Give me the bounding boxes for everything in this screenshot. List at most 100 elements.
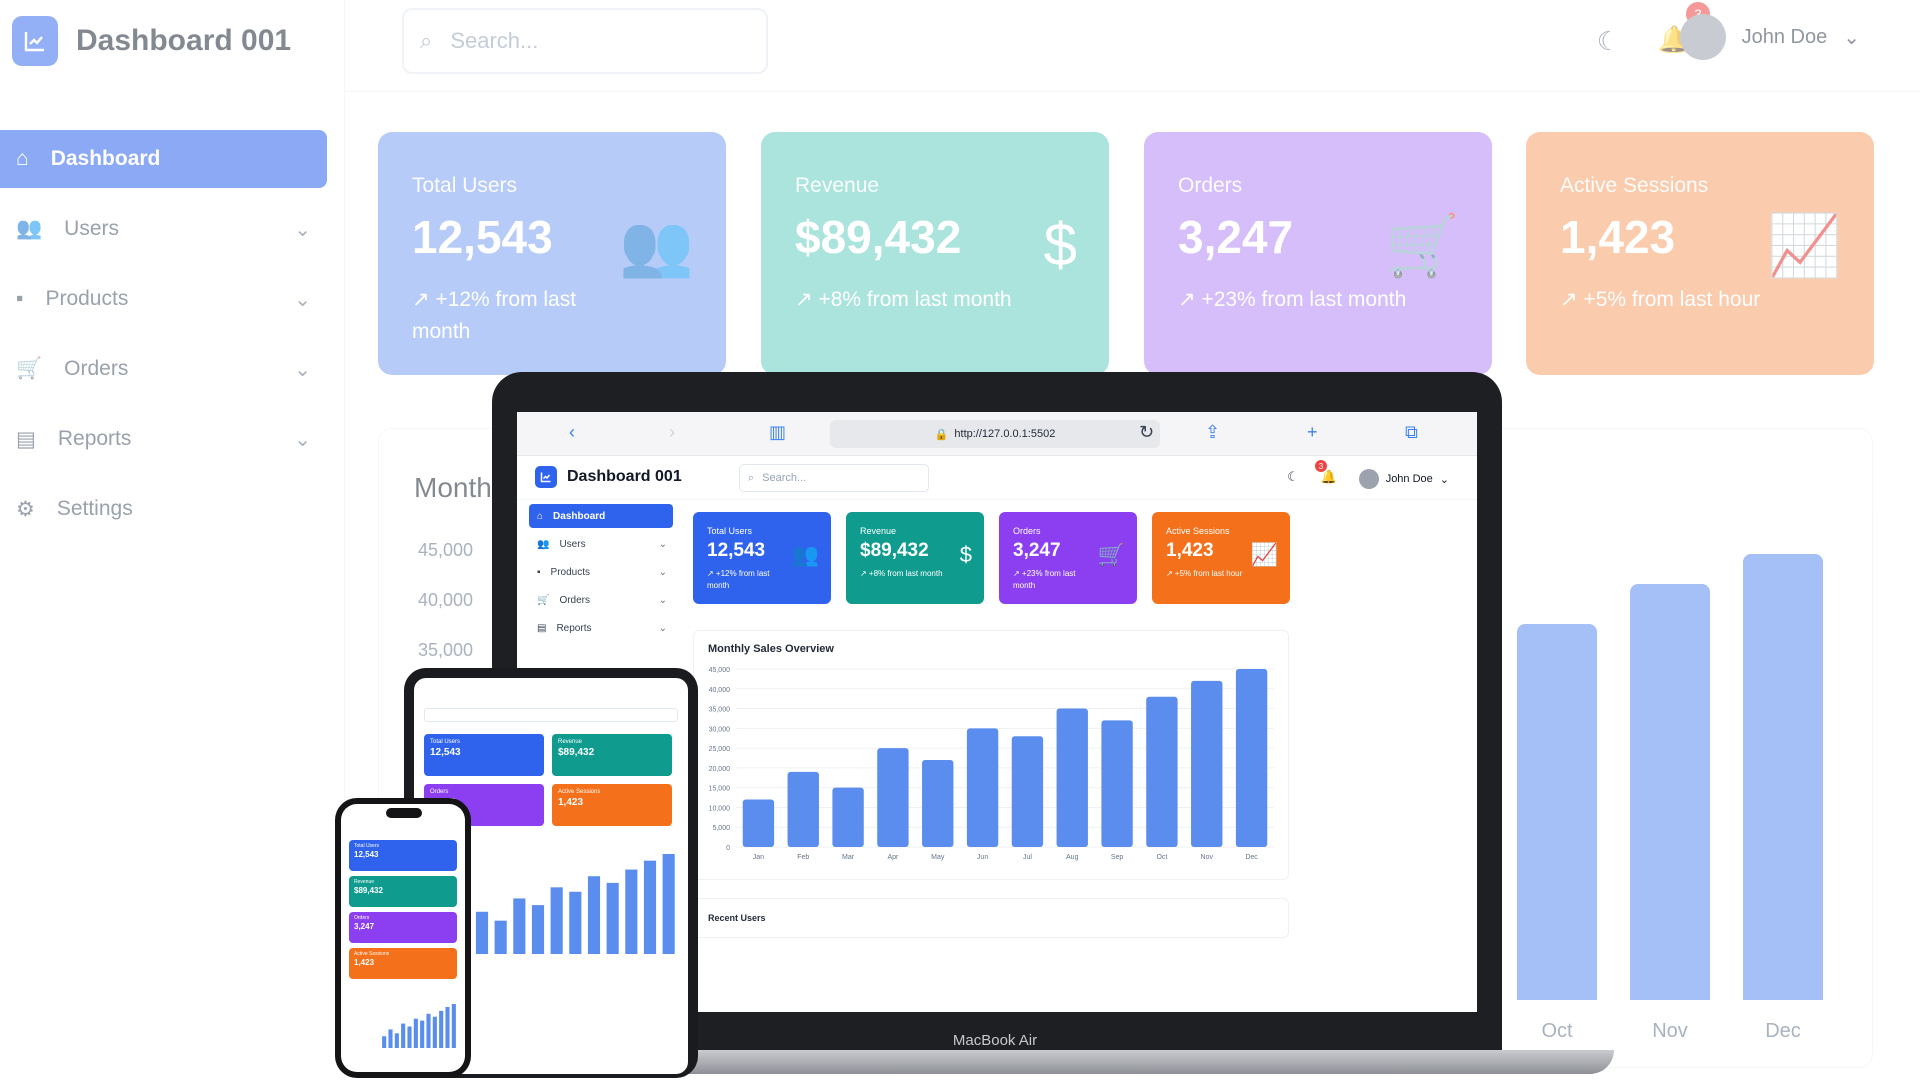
chevron-down-icon: ⌄ [658, 622, 667, 634]
y-tick-label: 40,000 [709, 687, 731, 694]
sidebar-item-orders[interactable]: 🛒 Orders ⌄ [0, 340, 327, 398]
sidebar-item-products[interactable]: ▪ Products ⌄ [0, 270, 327, 328]
stat-card-revenue: Revenue $89,432 ↗ +8% from last month $ [846, 512, 984, 604]
search-input[interactable]: ⌕ Search... [739, 464, 929, 492]
y-tick-label: 10,000 [709, 805, 731, 812]
x-tick: Nov [1652, 1020, 1688, 1042]
chart-bar-jun[interactable] [966, 728, 999, 847]
sidebar-item-label: Products [45, 287, 129, 310]
back-icon[interactable]: ‹ [569, 422, 575, 442]
chart-bar-feb[interactable] [787, 771, 819, 847]
sidebar-item-dashboard[interactable]: ⌂ Dashboard [529, 504, 673, 528]
card-label: Active Sessions [1166, 526, 1230, 536]
book-icon[interactable]: ▥ [769, 422, 787, 442]
card-label: Revenue [354, 879, 375, 885]
search-input[interactable]: ⌕ Search... [402, 8, 768, 74]
x-tick-label: Aug [1066, 854, 1079, 861]
chart-bar [426, 1013, 431, 1048]
brand: Dashboard 001 [535, 466, 682, 488]
card-value: 1,423 [1560, 211, 1676, 263]
tabs-icon[interactable]: ⧉ [1405, 422, 1418, 442]
cart-icon: 🛒 [1385, 212, 1460, 279]
chart-bar [388, 1029, 393, 1048]
chart-bar-nov[interactable] [1191, 680, 1223, 847]
moon-icon[interactable]: ☾ [1596, 26, 1620, 56]
notification-badge: 3 [1315, 460, 1327, 472]
bell-icon[interactable]: 🔔 [1320, 469, 1337, 484]
chart-bar [606, 882, 619, 954]
sidebar-item-settings[interactable]: ⚙ Settings [0, 480, 327, 538]
card-trend: ↗ +23% from last month [1013, 569, 1076, 590]
stat-card-orders: Orders 3,247 ↗ +23% from last month 🛒 [1144, 132, 1492, 375]
y-tick-label: 25,000 [709, 746, 731, 753]
share-icon[interactable]: ⇪ [1205, 422, 1221, 442]
chart-bar-mar[interactable] [832, 787, 864, 847]
chart-bar-dec[interactable] [1235, 669, 1268, 847]
users-icon: 👥 [16, 217, 43, 240]
chart-bar [569, 891, 582, 954]
card-value: $89,432 [354, 886, 383, 895]
search-input[interactable] [424, 708, 678, 722]
moon-icon[interactable]: ☾ [1287, 469, 1299, 484]
card-value: 12,543 [707, 540, 766, 561]
sidebar-item-products[interactable]: ▪ Products ⌄ [529, 560, 673, 584]
sidebar-item-users[interactable]: 👥 Users ⌄ [529, 532, 673, 556]
report-icon: ▤ [537, 622, 547, 634]
card-value: 3,247 [354, 922, 375, 931]
card-value: 12,543 [354, 850, 379, 859]
chart-bar-oct[interactable] [1146, 696, 1178, 847]
card-label: Total Users [707, 526, 753, 536]
sidebar-item-reports[interactable]: ▤ Reports ⌄ [0, 410, 327, 468]
chart-line-icon: 📈 [1250, 542, 1278, 567]
chart-logo-icon [535, 466, 557, 488]
recent-users-panel: Recent Users [693, 898, 1289, 938]
user-menu[interactable]: John Doe ⌄ [1358, 469, 1449, 489]
chevron-down-icon: ⌄ [294, 218, 311, 241]
card-label: Orders [1013, 526, 1041, 536]
phone-screen: Total Users 12,543 Revenue $89,432 Orders 3… [341, 804, 465, 1072]
card-trend: ↗ +12% from last month [707, 569, 770, 590]
sidebar-item-dashboard[interactable]: ⌂ Dashboard [0, 130, 327, 188]
y-tick: 35,000 [418, 640, 474, 660]
chevron-down-icon: ⌄ [294, 428, 311, 451]
tablet-sales-chart [457, 854, 675, 954]
card-label: Active Sessions [354, 951, 390, 957]
y-tick-label: 35,000 [709, 707, 731, 714]
chart-bar [413, 1018, 418, 1048]
chart-bar-may[interactable] [922, 759, 954, 847]
chart-bar-aug[interactable] [1056, 708, 1088, 847]
chart-bar-jan[interactable] [742, 799, 775, 847]
chart-bar-sep[interactable] [1101, 720, 1133, 847]
url-bar[interactable]: 🔒 http://127.0.0.1:5502 [830, 420, 1160, 448]
sidebar-item-label: Users [559, 538, 586, 550]
stat-card-users: Total Users 12,543 ↗ +12% from last mont… [378, 132, 726, 375]
search-icon: ⌕ [420, 28, 433, 53]
user-menu[interactable]: John Doe ⌄ [1679, 14, 1860, 60]
x-tick-label: Mar [842, 854, 855, 861]
chevron-down-icon: ⌄ [294, 358, 311, 381]
chart-bar-jul[interactable] [1011, 736, 1044, 847]
sidebar-item-orders[interactable]: 🛒 Orders ⌄ [529, 588, 673, 612]
plus-icon[interactable]: + [1307, 422, 1318, 442]
users-icon: 👥 [537, 538, 550, 550]
x-tick-label: Nov [1201, 854, 1214, 861]
browser-toolbar: ‹ › ▥ AA 🔒 http://127.0.0.1:5502 ↻ ⇪ + ⧉ [517, 412, 1477, 456]
url-text: http://127.0.0.1:5502 [954, 428, 1056, 440]
top-header: ⌕ Search... ☾ 🔔 3 John Doe ⌄ [345, 0, 1920, 92]
x-tick-label: Jul [1023, 854, 1032, 861]
card-label: Total Users [354, 843, 380, 849]
y-tick-label: 15,000 [709, 786, 731, 793]
sidebar-item-reports[interactable]: ▤ Reports ⌄ [529, 616, 673, 640]
sidebar: Dashboard 001 ⌂ Dashboard 👥 Users ⌄ ▪ Produc… [0, 0, 345, 1080]
dollar-icon: $ [1043, 211, 1077, 278]
forward-icon[interactable]: › [669, 422, 675, 442]
reload-icon[interactable]: ↻ [1139, 422, 1155, 442]
chart-bar-apr[interactable] [877, 748, 909, 847]
stat-card-revenue: Revenue $89,432 [349, 876, 457, 907]
header-icons: ☾ 🔔 [1287, 469, 1337, 485]
chart-bar [662, 854, 675, 954]
chart-line-icon: 📈 [1767, 212, 1842, 279]
sidebar-item-label: Orders [64, 357, 129, 380]
sidebar-item-users[interactable]: 👥 Users ⌄ [0, 200, 327, 258]
chart-bar [439, 1010, 444, 1048]
